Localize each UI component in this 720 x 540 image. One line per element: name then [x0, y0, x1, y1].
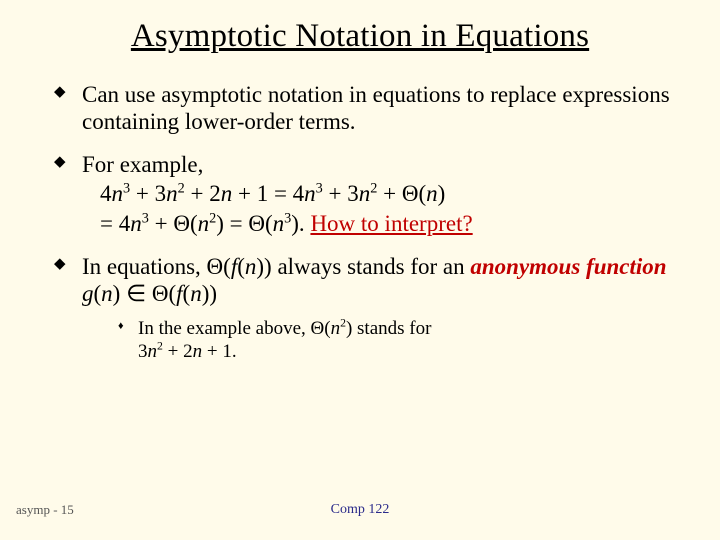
txt: In the example above, Θ(: [138, 318, 331, 339]
bullet-2-lead: For example,: [82, 152, 203, 177]
var-n: n: [101, 281, 113, 306]
txt: ): [438, 181, 446, 206]
var-n: n: [304, 181, 316, 206]
var-n: n: [130, 211, 142, 236]
var-n: n: [426, 181, 438, 206]
txt: )) always stands for an: [256, 254, 470, 279]
var-g: g: [82, 281, 94, 306]
var-n: n: [273, 211, 285, 236]
var-n: n: [245, 254, 257, 279]
var-n: n: [359, 181, 371, 206]
txt: + Θ(: [149, 211, 198, 236]
bullet-2-line1: 4n3 + 3n2 + 2n + 1 = 4n3 + 3n2 + Θ(n): [82, 180, 670, 207]
var-n: n: [190, 281, 202, 306]
interpret-link: How to interpret?: [310, 211, 472, 236]
txt: ) stands for: [346, 318, 431, 339]
txt: + 1.: [202, 341, 236, 362]
bullet-2-line2: = 4n3 + Θ(n2) = Θ(n3). How to interpret?: [82, 210, 670, 237]
exp: 3: [316, 181, 323, 197]
var-n: n: [166, 181, 178, 206]
bullet-3: In equations, Θ(f(n)) always stands for …: [50, 253, 670, 364]
txt: ∈ Θ(: [120, 281, 176, 306]
var-n: n: [112, 181, 124, 206]
exp: 3: [142, 210, 149, 226]
sub-bullet-1: In the example above, Θ(n2) stands for 3…: [82, 317, 670, 363]
txt: + 1 = 4: [232, 181, 304, 206]
var-f: f: [176, 281, 182, 306]
txt: ).: [291, 211, 310, 236]
var-n: n: [193, 341, 203, 362]
var-n: n: [221, 181, 233, 206]
bullet-1-text: Can use asymptotic notation in equations…: [82, 82, 670, 134]
txt: + 2: [185, 181, 221, 206]
txt: 4: [100, 181, 112, 206]
txt: ) = Θ(: [216, 211, 272, 236]
txt: )): [202, 281, 217, 306]
bullet-1: Can use asymptotic notation in equations…: [50, 81, 670, 135]
var-f: f: [231, 254, 237, 279]
bullet-list: Can use asymptotic notation in equations…: [50, 81, 670, 363]
txt: + Θ(: [377, 181, 426, 206]
anonymous-function: anonymous function: [470, 254, 666, 279]
exp: 2: [178, 181, 185, 197]
footer-center: Comp 122: [0, 502, 720, 518]
var-n: n: [331, 318, 341, 339]
txt: + 3: [323, 181, 359, 206]
txt: 3: [138, 341, 148, 362]
txt: = 4: [100, 211, 130, 236]
txt: + 3: [130, 181, 166, 206]
slide-title: Asymptotic Notation in Equations: [50, 18, 670, 55]
slide: Asymptotic Notation in Equations Can use…: [0, 0, 720, 540]
txt: In equations, Θ(: [82, 254, 231, 279]
var-n: n: [198, 211, 210, 236]
var-n: n: [148, 341, 158, 362]
bullet-2: For example, 4n3 + 3n2 + 2n + 1 = 4n3 + …: [50, 151, 670, 236]
txt: + 2: [163, 341, 193, 362]
